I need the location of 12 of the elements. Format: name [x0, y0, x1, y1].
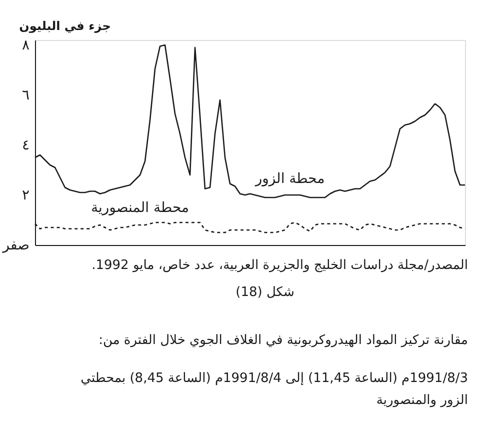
text: 1991/8/3م (الساعة 11,45) إلى 1991/8/4م (الساعة 8,45) بمحطتي الزور والمنصورية — [80, 371, 468, 408]
series-label: محطة المنصورية — [91, 200, 189, 216]
text: المصدر/مجلة دراسات الخليج والجزيرة العربية، عدد خاص، مايو 1992. — [92, 258, 468, 273]
y-tick-label: صفر — [2, 238, 30, 254]
text: شكل (18) — [236, 285, 294, 300]
y-tick-label: ٢ — [22, 188, 30, 204]
y-tick-label: ٤ — [22, 138, 30, 154]
y-tick-label: ٨ — [22, 38, 30, 54]
text: مقارنة تركيز المواد الهيدروكربونية في الغلاف الجوي خلال الفترة من: — [98, 333, 468, 348]
series-label: محطة الزور — [254, 171, 325, 187]
y-tick-label: ٦ — [22, 88, 30, 104]
y-axis-title: جزء في البليون — [19, 19, 111, 33]
